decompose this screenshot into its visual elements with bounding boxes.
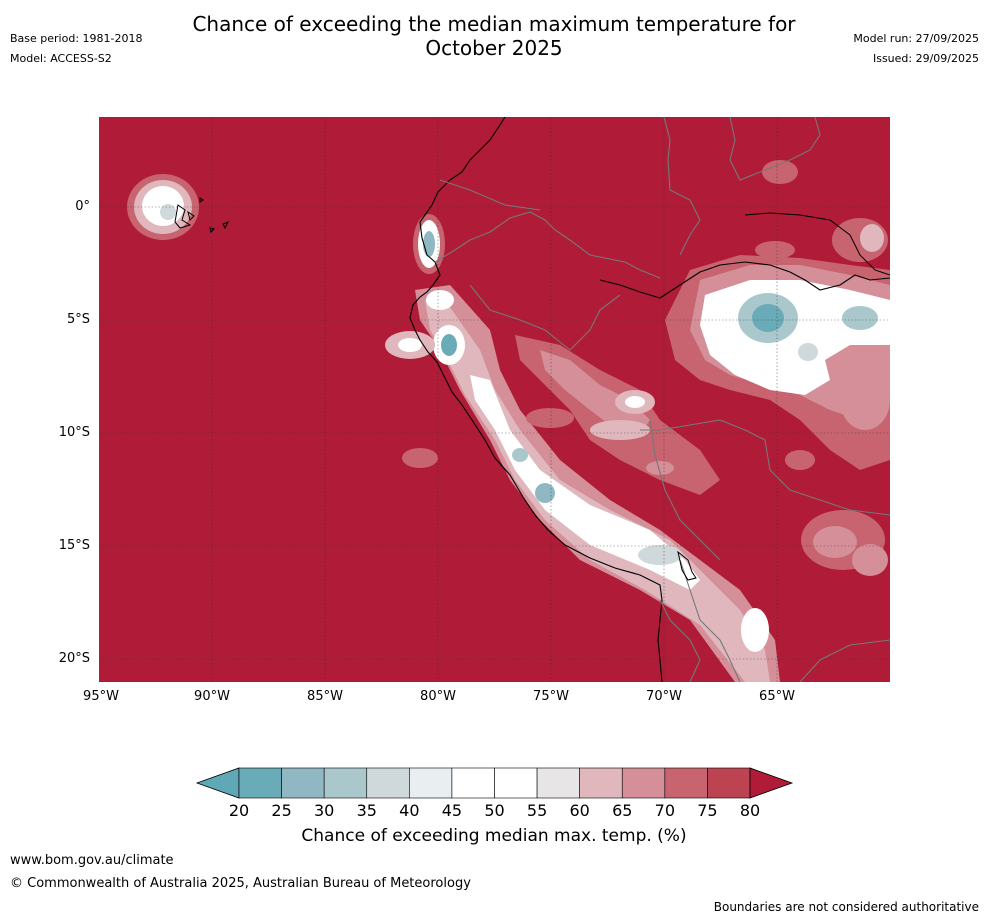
colorbar-segment: [579, 767, 623, 799]
base-period: Base period: 1981-2018: [10, 32, 143, 45]
north-coastline: [599, 261, 890, 299]
colorbar-label: Chance of exceeding median max. temp. (%…: [301, 826, 687, 846]
colorbar-tick-label: 30: [313, 801, 335, 820]
colorbar-segment: [536, 767, 580, 799]
lon-label-65w: 65°W: [759, 689, 795, 704]
meta-left: Base period: 1981-2018 Model: ACCESS-S2: [10, 32, 142, 72]
website-link[interactable]: www.bom.gov.au/climate: [10, 853, 174, 868]
colorbar-segment: [238, 767, 282, 799]
title-line-1: Chance of exceeding the median maximum t…: [192, 12, 796, 36]
model-name: Model: ACCESS-S2: [10, 52, 112, 65]
colorbar-segment: [281, 767, 325, 799]
colorbar-segment: [409, 767, 453, 799]
colorbar-extend-low: [195, 767, 240, 799]
colorbar-tick-label: 25: [271, 801, 292, 820]
colorbar-segments: [195, 767, 794, 799]
lon-label-95w: 95°W: [83, 689, 119, 704]
lat-label-20s: 20°S: [58, 651, 90, 666]
anomaly-amazon: [665, 160, 890, 470]
coast-east: [744, 212, 890, 276]
anomaly-southeast: [402, 408, 888, 576]
anomaly-andes-inland: [515, 335, 720, 495]
colorbar-extend-high: [749, 767, 794, 799]
country-borders: [434, 117, 890, 682]
colorbar-segment: [451, 767, 495, 799]
colorbar-tick-label: 50: [484, 801, 505, 820]
lat-label-15s: 15°S: [58, 538, 90, 553]
colorbar-tick-label: 45: [441, 801, 463, 820]
anomaly-peru-coast: [385, 285, 780, 682]
colorbar-segment: [621, 767, 666, 799]
lat-label-10s: 10°S: [58, 425, 90, 440]
galapagos-islands: [174, 197, 230, 233]
lake-titicaca: [677, 550, 697, 581]
disclaimer-text: Boundaries are not considered authoritat…: [713, 900, 979, 914]
lon-label-85w: 85°W: [307, 689, 343, 704]
title-line-2: October 2025: [425, 36, 563, 60]
colorbar-segment: [494, 767, 538, 799]
colorbar-segment: [707, 767, 751, 799]
colorbar-tick-label: 80: [739, 801, 761, 820]
lat-label-0: 0°: [75, 199, 90, 214]
coastline: [409, 117, 663, 682]
lon-label-80w: 80°W: [420, 689, 456, 704]
lon-label-75w: 75°W: [533, 689, 569, 704]
colorbar-tick-label: 70: [654, 801, 676, 820]
colorbar-tick-label: 40: [399, 801, 420, 820]
map-gridlines: [99, 117, 890, 682]
meta-right: Model run: 27/09/2025 Issued: 29/09/2025: [853, 32, 979, 72]
lat-label-5s: 5°S: [66, 312, 90, 327]
colorbar-segment: [323, 767, 368, 799]
model-run: Model run: 27/09/2025: [853, 32, 979, 45]
lon-label-70w: 70°W: [646, 689, 682, 704]
issued-date: Issued: 29/09/2025: [872, 52, 979, 65]
colorbar-tick-label: 60: [569, 801, 590, 820]
colorbar-segment: [664, 767, 708, 799]
colorbar-tick-label: 35: [356, 801, 377, 820]
colorbar-tick-label: 65: [612, 801, 633, 820]
colorbar-tick-label: 75: [697, 801, 718, 820]
colorbar-segment: [366, 767, 410, 799]
lon-label-90w: 90°W: [194, 689, 230, 704]
colorbar-tick-label: 55: [526, 801, 548, 820]
chart-title: Chance of exceeding the median maximum t…: [150, 12, 838, 60]
copyright-text: © Commonwealth of Australia 2025, Austra…: [10, 876, 471, 891]
colorbar-tick-label: 20: [228, 801, 250, 820]
